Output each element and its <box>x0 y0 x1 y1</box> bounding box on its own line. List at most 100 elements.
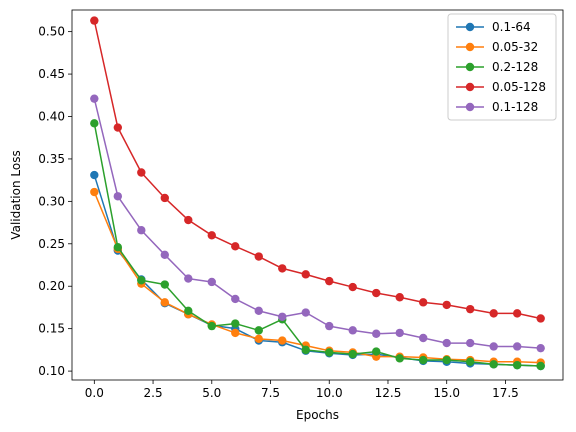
x-tick-label: 10.0 <box>316 386 343 400</box>
y-tick-label: 0.15 <box>38 322 65 336</box>
data-point <box>489 342 498 351</box>
legend-label: 0.2-128 <box>492 60 538 74</box>
y-tick-label: 0.30 <box>38 194 65 208</box>
data-point <box>395 328 404 338</box>
data-point <box>231 294 240 304</box>
data-point <box>160 280 169 289</box>
y-tick-label: 0.50 <box>38 25 65 39</box>
series-layer <box>90 16 545 371</box>
data-point <box>348 349 357 359</box>
y-tick-label: 0.10 <box>38 364 65 378</box>
y-axis-label: Validation Loss <box>9 150 23 239</box>
legend-entry: 0.1-128 <box>456 100 538 114</box>
y-tick-label: 0.40 <box>38 110 65 124</box>
legend-label: 0.1-64 <box>492 20 531 34</box>
data-point <box>536 361 545 371</box>
data-point <box>184 306 193 316</box>
x-tick-label: 2.5 <box>144 386 163 400</box>
data-point <box>419 298 428 307</box>
x-tick-label: 0.0 <box>85 386 104 400</box>
data-point <box>207 231 216 240</box>
data-point <box>512 309 522 318</box>
data-point <box>442 338 451 348</box>
data-point <box>489 360 498 369</box>
legend-marker <box>465 42 475 52</box>
data-point <box>113 123 123 132</box>
series-0.1-128 <box>90 94 545 353</box>
y-tick-label: 0.25 <box>38 237 65 251</box>
data-point <box>372 288 381 298</box>
data-point <box>419 333 428 343</box>
data-point <box>466 357 475 366</box>
data-point <box>489 309 498 318</box>
data-point <box>90 16 99 25</box>
data-point <box>301 270 310 279</box>
legend-entry: 0.05-32 <box>456 40 538 54</box>
data-point <box>536 314 545 323</box>
data-point <box>442 300 451 310</box>
data-point <box>160 250 169 260</box>
x-tick-label: 17.5 <box>492 386 519 400</box>
data-point <box>90 170 99 180</box>
y-tick-label: 0.35 <box>38 152 65 166</box>
series-0.2-128 <box>90 119 545 371</box>
data-point <box>90 119 99 128</box>
data-point <box>395 354 404 363</box>
data-point <box>137 276 146 285</box>
data-point <box>184 274 193 283</box>
legend: 0.1-64 0.05-32 0.2-128 0.05-128 0.1-128 <box>447 13 557 121</box>
series-0.05-128 <box>90 16 545 323</box>
data-point <box>395 293 404 302</box>
legend-entry: 0.1-64 <box>456 20 531 34</box>
data-point <box>207 321 216 331</box>
data-point <box>137 168 146 177</box>
data-point <box>184 215 193 225</box>
data-point <box>90 94 99 103</box>
data-point <box>113 242 123 252</box>
data-point <box>512 342 522 351</box>
data-point <box>419 355 428 365</box>
data-point <box>512 360 522 370</box>
data-point <box>466 338 475 348</box>
axes-frame <box>71 9 564 381</box>
y-tick-label: 0.20 <box>38 279 65 293</box>
data-point <box>254 334 263 344</box>
data-point <box>348 326 357 335</box>
legend-label: 0.1-128 <box>492 100 538 114</box>
data-point <box>301 308 310 317</box>
x-tick-label: 15.0 <box>433 386 460 400</box>
legend-label: 0.05-32 <box>492 40 538 54</box>
legend-entry: 0.2-128 <box>456 60 538 74</box>
data-point <box>160 193 169 203</box>
legend-marker <box>465 62 475 72</box>
data-point <box>231 328 240 338</box>
legend-marker <box>465 22 475 32</box>
data-point <box>160 298 169 307</box>
data-point <box>466 304 475 314</box>
data-point <box>254 306 263 316</box>
legend-entry: 0.05-128 <box>456 80 546 94</box>
data-point <box>231 319 240 328</box>
data-point <box>207 277 216 287</box>
data-point <box>231 242 240 251</box>
data-point <box>325 276 334 286</box>
axis-ticks: 0.0 2.5 5.0 7.5 10.0 12.5 15.0 17.5 0.10 0.15 0.20… <box>38 25 519 400</box>
data-point <box>301 345 310 355</box>
y-tick-label: 0.45 <box>38 67 65 81</box>
data-point <box>254 326 263 335</box>
data-point <box>278 336 287 345</box>
data-point <box>137 226 146 235</box>
x-tick-label: 5.0 <box>202 386 221 400</box>
data-point <box>278 264 287 273</box>
data-point <box>90 187 99 197</box>
data-point <box>536 343 545 353</box>
data-point <box>325 348 334 357</box>
x-tick-label: 12.5 <box>375 386 402 400</box>
data-point <box>372 347 381 356</box>
legend-box <box>447 13 557 121</box>
data-point <box>372 329 381 338</box>
x-tick-label: 7.5 <box>261 386 280 400</box>
legend-label: 0.05-128 <box>492 80 546 94</box>
data-point <box>278 312 287 321</box>
